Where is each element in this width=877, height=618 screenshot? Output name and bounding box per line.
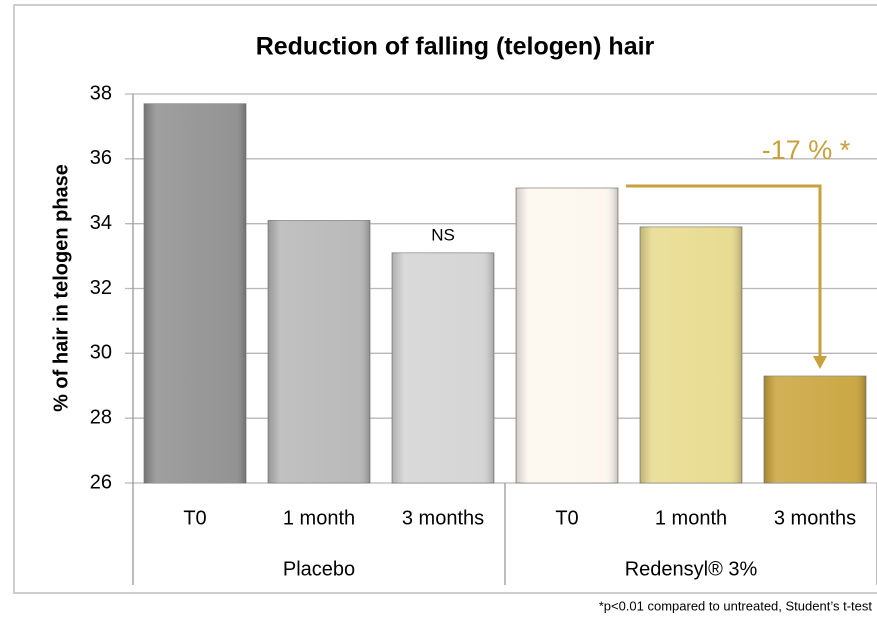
x-tick-label: T0 bbox=[555, 507, 578, 529]
y-tick-label: 26 bbox=[90, 471, 112, 493]
group-label: Placebo bbox=[283, 558, 355, 580]
bar-shade bbox=[392, 252, 494, 483]
y-tick-label: 30 bbox=[90, 342, 112, 364]
group-label: Redensyl® 3% bbox=[625, 558, 758, 580]
y-tick-label: 28 bbox=[90, 406, 112, 428]
x-tick-label: 1 month bbox=[283, 507, 355, 529]
chart-title: Reduction of falling (telogen) hair bbox=[256, 33, 655, 61]
annotation: -17 % * bbox=[762, 135, 851, 165]
arrow-head bbox=[813, 356, 827, 370]
x-tick-label: 1 month bbox=[655, 507, 727, 529]
y-tick-label: 32 bbox=[90, 277, 112, 299]
x-tick-label: 3 months bbox=[774, 507, 856, 529]
bar-shade bbox=[764, 376, 866, 483]
y-tick-label: 36 bbox=[90, 147, 112, 169]
y-tick-label: 38 bbox=[90, 82, 112, 104]
x-tick-label: T0 bbox=[183, 507, 206, 529]
bar-shade bbox=[144, 103, 246, 483]
arrow-line bbox=[626, 184, 822, 365]
y-axis-title: % of hair in telogen phase bbox=[50, 164, 72, 412]
bar-shade bbox=[268, 220, 370, 484]
bar-shade bbox=[640, 226, 742, 484]
bar-shade bbox=[516, 188, 618, 483]
footnote: *p<0.01 compared to untreated, Student’s… bbox=[599, 598, 873, 613]
annotation: NS bbox=[431, 225, 455, 244]
x-tick-label: 3 months bbox=[402, 507, 484, 529]
y-tick-label: 34 bbox=[90, 212, 112, 234]
